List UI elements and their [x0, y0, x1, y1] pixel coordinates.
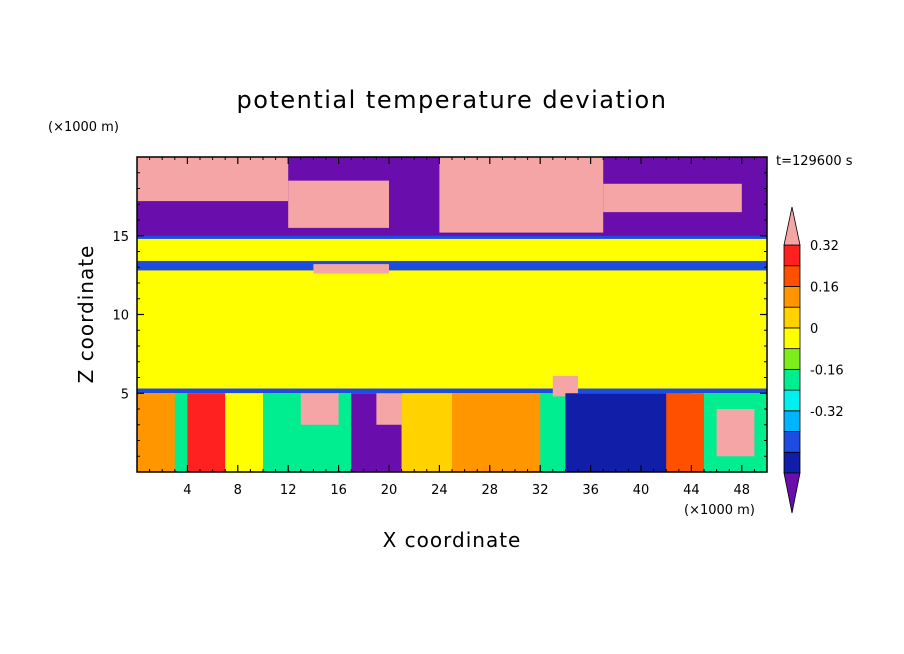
x-tick-label: 16	[330, 483, 347, 498]
heatmap-region	[137, 157, 289, 202]
heatmap-region	[666, 393, 704, 472]
colorbar-segment	[783, 431, 801, 453]
heatmap-region	[137, 393, 175, 472]
x-tick-label: 24	[431, 483, 448, 498]
y-tick-label: 5	[121, 387, 129, 402]
heatmap-region	[137, 234, 767, 239]
colorbar-segment	[783, 389, 801, 412]
x-tick-label: 48	[734, 483, 751, 498]
heatmap-region	[313, 264, 389, 274]
x-tick-label: 32	[532, 483, 549, 498]
colorbar-segment	[783, 306, 801, 329]
x-tick-label: 8	[234, 483, 242, 498]
colorbar-label: -0.32	[810, 405, 844, 420]
y-tick-label: 10	[112, 309, 129, 324]
x-tick-label: 20	[381, 483, 398, 498]
y-tick-label: 15	[112, 230, 129, 245]
x-tick-label: 28	[482, 483, 499, 498]
x-tick-label: 4	[183, 483, 191, 498]
colorbar-segment	[783, 286, 801, 308]
colorbar-label: 0.16	[810, 280, 839, 295]
heatmap-region	[716, 409, 755, 457]
time-label: t=129600 s	[776, 154, 853, 169]
colorbar-segment	[783, 265, 801, 287]
y-axis-units: (×1000 m)	[48, 120, 119, 135]
colorbar-segment	[783, 348, 801, 370]
x-axis-units: (×1000 m)	[684, 503, 755, 518]
colorbar-label: 0	[810, 322, 818, 337]
heatmap-region	[439, 157, 604, 233]
heatmap-region	[300, 393, 339, 425]
chart-title: potential temperature deviation	[236, 86, 668, 114]
x-tick-label: 36	[582, 483, 599, 498]
heatmap-region	[452, 393, 541, 472]
x-tick-label: 12	[280, 483, 297, 498]
heatmap-region	[225, 393, 263, 472]
heatmap-region	[401, 393, 452, 472]
heatmap-region	[187, 393, 226, 472]
colorbar-segment	[783, 244, 801, 267]
heatmap-region	[137, 235, 767, 255]
heatmap-region	[137, 235, 767, 389]
x-tick-label: 40	[633, 483, 650, 498]
colorbar-min-triangle	[783, 472, 801, 514]
x-axis-title: X coordinate	[382, 528, 522, 552]
heatmap-field	[137, 157, 767, 472]
colorbar-max-triangle	[783, 206, 801, 246]
heatmap-region	[603, 183, 742, 213]
colorbar-label: 0.32	[810, 239, 839, 254]
colorbar-segment	[783, 327, 801, 350]
x-tick-label: 44	[683, 483, 700, 498]
colorbar-segment	[783, 451, 801, 474]
heatmap-region	[376, 393, 402, 425]
heatmap-region	[137, 260, 767, 271]
heatmap-region	[288, 180, 389, 228]
heatmap-region	[552, 375, 578, 397]
colorbar-label: -0.16	[810, 363, 844, 378]
heatmap-region	[137, 388, 767, 394]
colorbar-segment	[783, 410, 801, 432]
colorbar-segment	[783, 368, 801, 391]
